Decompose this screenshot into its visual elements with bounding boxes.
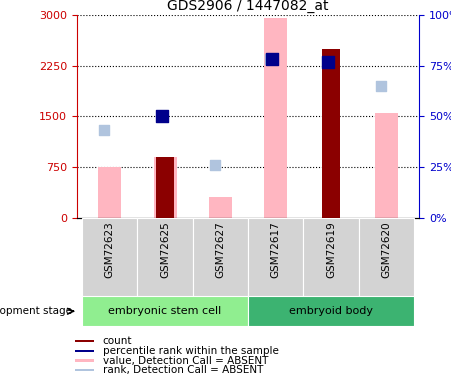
Bar <box>153 157 177 218</box>
Point <box>158 113 166 119</box>
Text: GSM72620: GSM72620 <box>381 221 391 278</box>
Bar <box>248 217 304 296</box>
Bar <box>75 369 94 371</box>
Point <box>101 127 108 133</box>
Text: GSM72619: GSM72619 <box>326 221 336 278</box>
Text: rank, Detection Call = ABSENT: rank, Detection Call = ABSENT <box>103 365 263 375</box>
Bar <box>375 113 398 218</box>
Bar <box>138 217 193 296</box>
Point <box>324 59 331 65</box>
Text: count: count <box>103 336 132 346</box>
Bar <box>209 197 232 217</box>
Bar <box>264 18 287 217</box>
Bar <box>75 359 94 362</box>
Bar <box>322 49 340 217</box>
Text: embryonic stem cell: embryonic stem cell <box>109 306 222 316</box>
Text: development stage: development stage <box>0 306 72 316</box>
Text: GSM72617: GSM72617 <box>271 221 281 278</box>
Text: value, Detection Call = ABSENT: value, Detection Call = ABSENT <box>103 356 268 366</box>
Bar <box>75 350 94 352</box>
Text: percentile rank within the sample: percentile rank within the sample <box>103 346 279 356</box>
Point <box>269 56 276 62</box>
Text: GSM72627: GSM72627 <box>216 221 226 278</box>
Bar <box>82 296 248 326</box>
Text: GSM72623: GSM72623 <box>105 221 115 278</box>
Text: embryoid body: embryoid body <box>289 306 373 316</box>
Bar <box>248 296 414 326</box>
Bar <box>193 217 248 296</box>
Point <box>377 83 384 89</box>
Point <box>267 56 274 62</box>
Bar <box>75 340 94 342</box>
Bar <box>359 217 414 296</box>
Bar <box>82 217 138 296</box>
Bar <box>156 157 174 218</box>
Bar <box>304 217 359 296</box>
Title: GDS2906 / 1447082_at: GDS2906 / 1447082_at <box>167 0 329 13</box>
Point <box>211 162 218 168</box>
Bar <box>98 167 121 218</box>
Text: GSM72625: GSM72625 <box>160 221 170 278</box>
